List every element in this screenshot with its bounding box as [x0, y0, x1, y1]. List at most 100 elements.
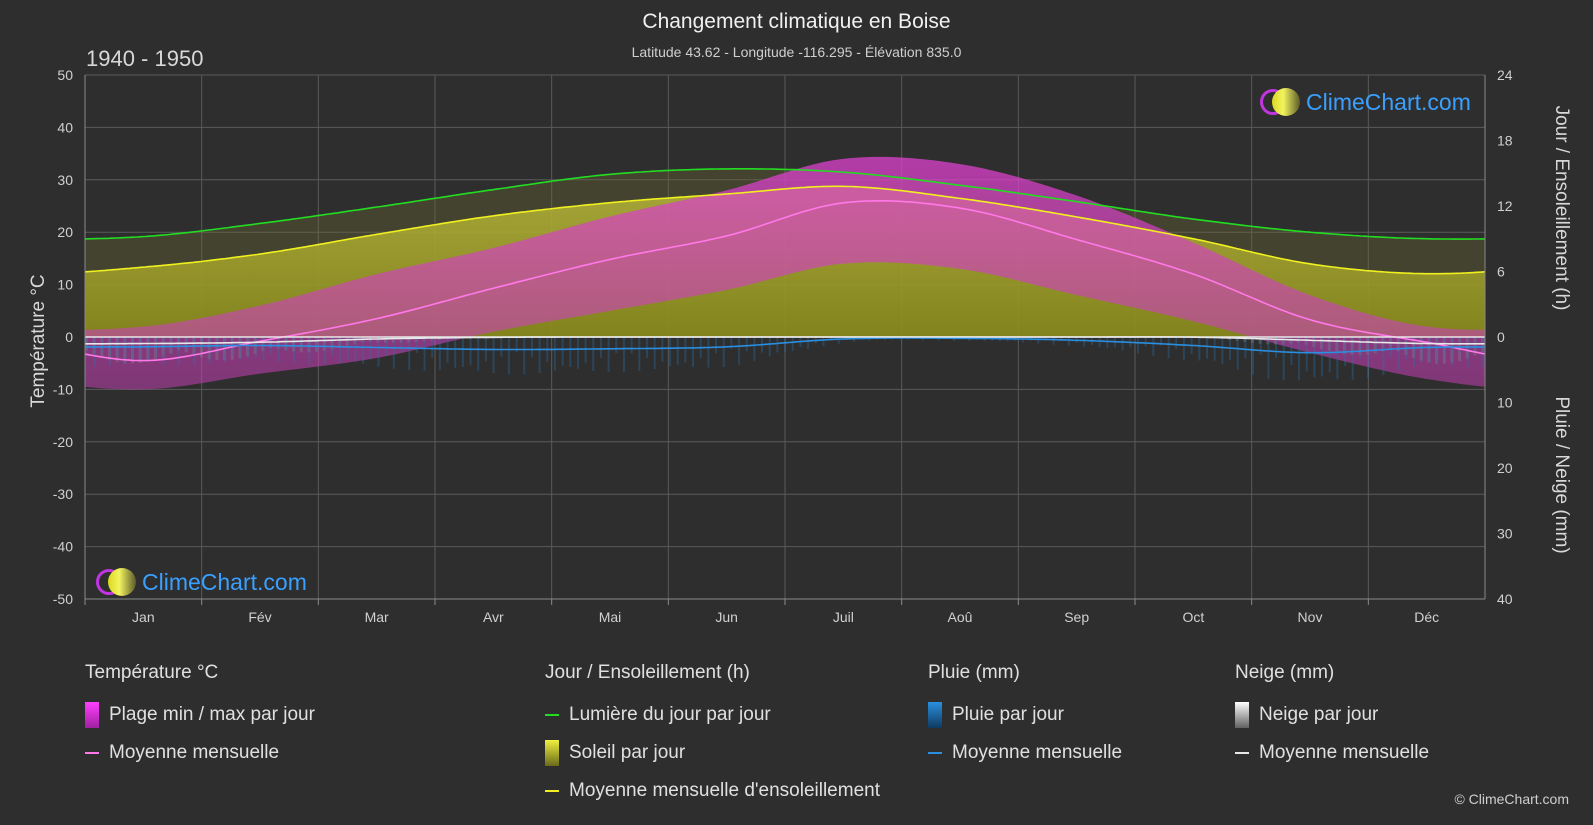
rain-bar [1121, 337, 1124, 351]
rain-bar [1198, 337, 1201, 361]
rain-bar [1282, 337, 1285, 381]
snow-bar [299, 337, 303, 353]
snow-bar [1335, 337, 1339, 353]
snow-bar [1381, 337, 1385, 352]
rain-bar [308, 337, 311, 365]
x-tick-label: Déc [1414, 609, 1439, 625]
rain-bar [1459, 337, 1462, 355]
rain-bar [1428, 337, 1431, 363]
rain-bar [592, 337, 595, 371]
y-right-bottom-tick-label: 30 [1497, 526, 1513, 542]
snow-bar [123, 337, 127, 364]
rain-bar [1436, 337, 1439, 365]
legend-item: Lumière du jour par jour [545, 696, 880, 734]
rain-bar [715, 337, 718, 354]
snow-bar [307, 337, 311, 353]
rain-bar [492, 337, 495, 374]
rain-bar [446, 337, 449, 363]
brand-name-top: ClimeChart.com [1306, 88, 1471, 115]
snow-bar [1327, 337, 1331, 352]
rain-bar [569, 337, 572, 368]
y-left-tick-label: 40 [57, 119, 73, 135]
chart-legend: Température °C Plage min / max par jour … [0, 662, 1593, 812]
rain-bar [124, 337, 127, 365]
snow-bar [246, 337, 250, 357]
legend-item: Neige par jour [1235, 696, 1429, 734]
chart-subtitle: Latitude 43.62 - Longitude -116.295 - Él… [631, 44, 962, 60]
snow-bar [1350, 337, 1354, 355]
rain-bar [1382, 337, 1385, 376]
daylight-line [85, 168, 1485, 240]
rain-bar [530, 337, 533, 358]
snow-bar [1343, 337, 1347, 355]
rain-bar [515, 337, 518, 353]
brand-sun-icon [108, 568, 136, 596]
rain-bar [1206, 337, 1208, 359]
rain-bar [415, 337, 418, 353]
rain-bar [707, 337, 710, 368]
legend-label: Soleil par jour [569, 742, 686, 763]
x-tick-label: Avr [483, 609, 504, 625]
rain-bar [170, 337, 173, 355]
rain-bar [615, 337, 618, 354]
snow-bar [1435, 337, 1439, 364]
rain-bar [676, 337, 679, 365]
rain-bar [1052, 337, 1055, 345]
legend-sun: Jour / Ensoleillement (h) Lumière du jou… [545, 662, 880, 810]
rain-bar [208, 337, 211, 364]
rain-bar [385, 337, 388, 356]
snow-bar [146, 337, 150, 362]
axis-layer: 50 40 30 20 10 0 -10 -20 -30 -40 -50 24 18 12 6 0 10 20 30… [53, 67, 1513, 625]
rain-bar [1182, 337, 1185, 360]
x-tick-label: Fév [248, 609, 271, 625]
snow-bar [1427, 337, 1431, 363]
rain-bar [1390, 337, 1393, 358]
rain-bar [807, 337, 810, 349]
brand-logo-bottom: ClimeChart.com [96, 568, 307, 596]
snow-bar [1373, 337, 1377, 354]
rain-bar [354, 337, 357, 362]
rain-bar [1466, 337, 1469, 367]
rain-bar [1144, 337, 1147, 347]
legend-swatch [545, 790, 559, 792]
rain-bar [1167, 337, 1170, 359]
snow-bar [1312, 337, 1316, 347]
snow-bar [230, 337, 234, 360]
rain-bar [500, 337, 503, 357]
legend-label: Moyenne mensuelle [1259, 742, 1430, 763]
rain-bar [646, 337, 648, 358]
rain-bar [1106, 337, 1109, 348]
rain-bar [254, 337, 257, 357]
y-left-tick-label: 0 [65, 329, 73, 345]
snow-bar [422, 337, 426, 342]
y-right-top-tick-label: 0 [1497, 329, 1505, 345]
legend-item: Moyenne mensuelle d'ensoleillement [545, 772, 880, 810]
rain-bar [684, 337, 687, 363]
snow-bar [384, 337, 388, 343]
y-left-tick-label: 50 [57, 67, 73, 83]
rain-bar [1298, 337, 1301, 381]
legend-label: Lumière du jour par jour [569, 704, 771, 725]
legend-item: Pluie par jour [928, 696, 1122, 734]
x-tick-label: Jan [132, 609, 155, 625]
x-tick-label: Mai [599, 609, 622, 625]
rain-bar [607, 337, 610, 373]
rain-bar [1037, 337, 1040, 344]
rain-bar [300, 337, 303, 348]
rain-bar [454, 337, 457, 369]
legend-label: Pluie par jour [952, 704, 1064, 725]
snow-bar [322, 337, 326, 351]
rain-bar [1136, 337, 1139, 354]
snow-bar [261, 337, 265, 351]
rain-bar [538, 337, 541, 373]
snow-bar [399, 337, 403, 343]
series-line-layer [85, 168, 1486, 362]
rain-bar [553, 337, 556, 371]
snow-bar [154, 337, 158, 360]
snow-bar [1258, 337, 1262, 344]
rain-bar [346, 337, 349, 361]
climate-chart: 50 40 30 20 10 0 -10 -20 -30 -40 -50 24 18 12 6 0 10 20 30… [28, 67, 1572, 625]
rain-bar [469, 337, 472, 366]
rain-bar [109, 337, 112, 366]
rain-bar [1236, 337, 1239, 370]
